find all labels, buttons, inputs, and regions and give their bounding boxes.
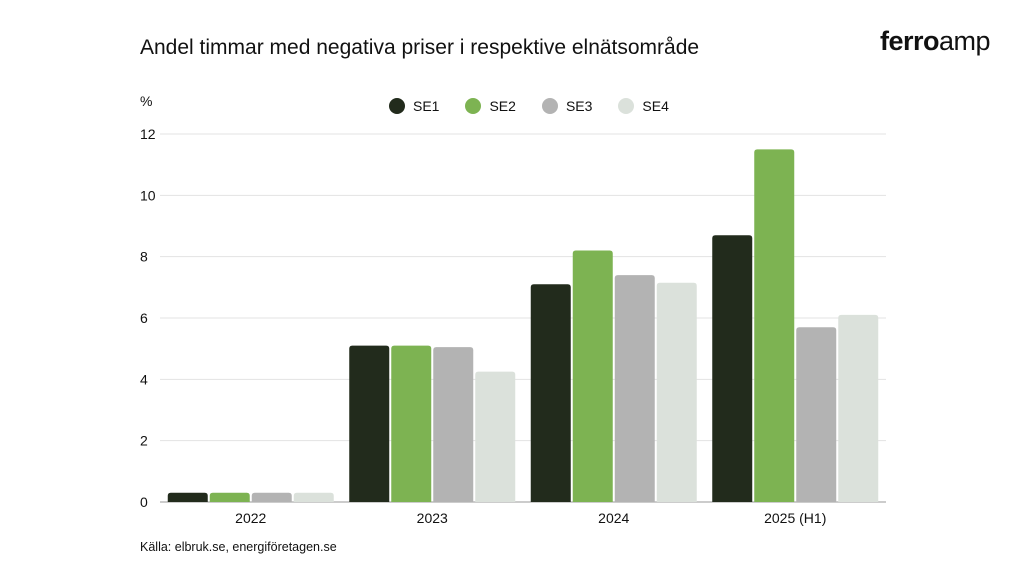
bar-se3-0 [251, 492, 292, 502]
y-tick-label: 10 [140, 187, 156, 203]
y-tick-label: 0 [140, 494, 148, 510]
x-tick-label: 2023 [417, 510, 448, 526]
logo-part-amp: amp [939, 26, 991, 56]
bar-se1-3 [712, 235, 753, 502]
bar-se1-1 [349, 345, 390, 502]
logo-part-ferro: ferro [880, 26, 940, 56]
legend-item-se1: SE1 [389, 98, 439, 114]
y-tick-label: 2 [140, 433, 148, 449]
bar-se3-1 [433, 347, 474, 502]
x-tick-label: 2025 (H1) [764, 510, 826, 526]
bar-se1-0 [167, 492, 208, 502]
bar-se2-3 [754, 149, 795, 503]
bar-se1-2 [530, 284, 571, 502]
legend-swatch [618, 98, 635, 114]
legend-swatch [465, 98, 482, 114]
ferroamp-logo: ferroamp [880, 26, 991, 57]
bar-se2-1 [391, 345, 432, 502]
bar-se3-3 [796, 327, 837, 502]
legend-label: SE1 [413, 98, 440, 114]
bar-se4-0 [293, 492, 334, 502]
y-axis-unit-label: % [140, 93, 153, 109]
legend-item-se3: SE3 [541, 98, 593, 114]
y-tick-label: 4 [140, 371, 148, 387]
bar-se3-2 [614, 275, 655, 502]
legend-item-se4: SE4 [618, 98, 669, 114]
legend-label: SE4 [642, 98, 669, 114]
y-tick-label: 8 [140, 249, 148, 265]
legend-item-se2: SE2 [465, 98, 516, 114]
source-note: Källa: elbruk.se, energiföretagen.se [140, 540, 337, 554]
x-tick-label: 2024 [598, 510, 629, 526]
y-tick-label: 12 [140, 126, 156, 142]
bar-se4-1 [475, 371, 516, 502]
chart-title: Andel timmar med negativa priser i respe… [140, 36, 700, 59]
x-tick-label: 2022 [235, 510, 266, 526]
legend-label: SE3 [565, 98, 593, 114]
legend-swatch [389, 98, 405, 114]
bar-se4-2 [656, 282, 697, 502]
bar-se4-3 [838, 314, 879, 502]
legend-label: SE2 [489, 98, 516, 114]
bar-se2-0 [209, 492, 250, 502]
chart-legend: SE1 SE2 SE3 SE4 [389, 98, 695, 114]
legend-swatch [541, 98, 558, 114]
bar-se2-2 [572, 250, 613, 502]
y-tick-label: 6 [140, 310, 148, 326]
